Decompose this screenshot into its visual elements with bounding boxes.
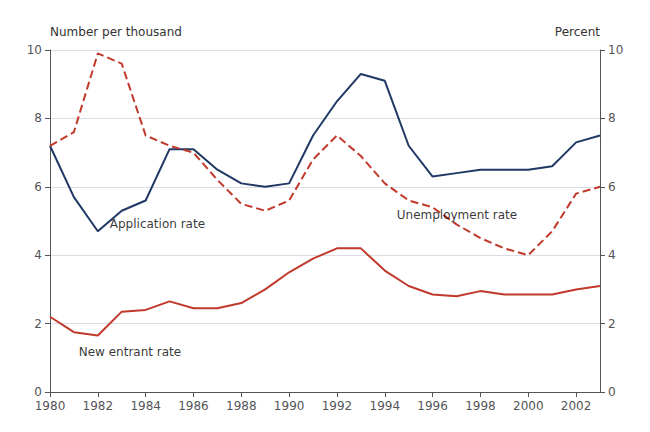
svg-text:1996: 1996 — [417, 399, 448, 413]
svg-text:10: 10 — [608, 43, 623, 57]
svg-text:1986: 1986 — [178, 399, 209, 413]
svg-text:4: 4 — [34, 248, 42, 262]
svg-text:2: 2 — [34, 317, 42, 331]
svg-text:1992: 1992 — [322, 399, 353, 413]
svg-text:2002: 2002 — [561, 399, 592, 413]
svg-text:10: 10 — [27, 43, 42, 57]
svg-text:6: 6 — [608, 180, 616, 194]
svg-text:1982: 1982 — [83, 399, 114, 413]
svg-text:Percent: Percent — [555, 25, 600, 39]
svg-text:1998: 1998 — [465, 399, 496, 413]
svg-text:8: 8 — [608, 111, 616, 125]
svg-text:8: 8 — [34, 111, 42, 125]
svg-text:1994: 1994 — [370, 399, 401, 413]
svg-text:6: 6 — [34, 180, 42, 194]
svg-text:Number per thousand: Number per thousand — [50, 25, 182, 39]
svg-text:1980: 1980 — [35, 399, 66, 413]
svg-text:1984: 1984 — [130, 399, 161, 413]
svg-text:2: 2 — [608, 317, 616, 331]
svg-text:New entrant rate: New entrant rate — [79, 345, 181, 359]
svg-text:Application rate: Application rate — [110, 217, 205, 231]
svg-text:0: 0 — [608, 385, 616, 399]
svg-text:1988: 1988 — [226, 399, 257, 413]
svg-text:1990: 1990 — [274, 399, 305, 413]
svg-text:Unemployment rate: Unemployment rate — [397, 208, 517, 222]
svg-text:2000: 2000 — [513, 399, 544, 413]
svg-text:0: 0 — [34, 385, 42, 399]
svg-text:4: 4 — [608, 248, 616, 262]
